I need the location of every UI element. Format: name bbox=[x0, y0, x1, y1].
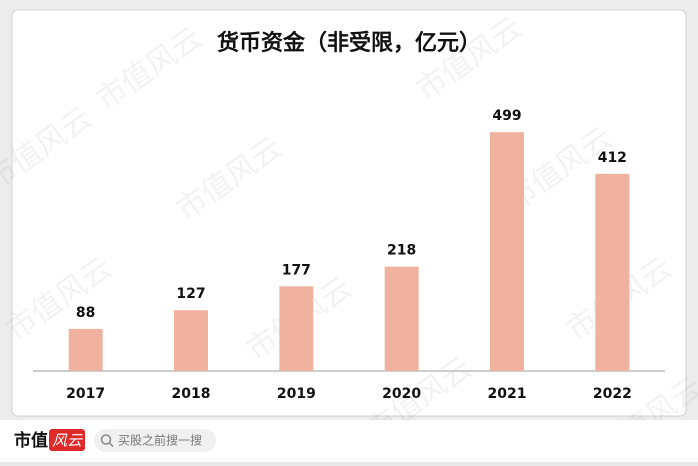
bar bbox=[384, 266, 419, 371]
value-label: 127 bbox=[176, 286, 205, 302]
bar bbox=[174, 310, 208, 371]
brand: 市值 bbox=[14, 430, 48, 451]
value-label: 88 bbox=[76, 305, 95, 321]
x-tick-label: 2019 bbox=[277, 386, 316, 402]
value-label: 499 bbox=[492, 108, 521, 124]
value-label: 218 bbox=[387, 243, 416, 259]
value-label: 177 bbox=[282, 262, 311, 278]
x-tick-label: 2020 bbox=[382, 386, 421, 402]
chart-title: 货币资金（非受限，亿元） bbox=[217, 30, 481, 56]
search-placeholder: 买股之前搜一搜 bbox=[118, 433, 202, 448]
brand-stamp: 风云 bbox=[52, 432, 83, 450]
card bbox=[11, 9, 687, 417]
brand-stamp-box bbox=[49, 429, 85, 451]
x-tick-label: 2022 bbox=[593, 386, 632, 402]
x-tick-label: 2021 bbox=[488, 386, 527, 402]
bars: 88 2017 127 2018 177 2019 218 2020 499 2021 412 202… bbox=[66, 108, 632, 402]
value-label: 412 bbox=[598, 150, 627, 166]
x-tick-label: 2018 bbox=[172, 386, 211, 402]
x-tick-label: 2017 bbox=[66, 386, 105, 402]
bar bbox=[490, 132, 524, 371]
bar bbox=[279, 286, 314, 371]
bar bbox=[68, 328, 103, 371]
search-icon-handle bbox=[108, 442, 114, 448]
search-icon bbox=[100, 434, 112, 445]
bar bbox=[595, 173, 630, 371]
search-box[interactable] bbox=[94, 429, 216, 452]
